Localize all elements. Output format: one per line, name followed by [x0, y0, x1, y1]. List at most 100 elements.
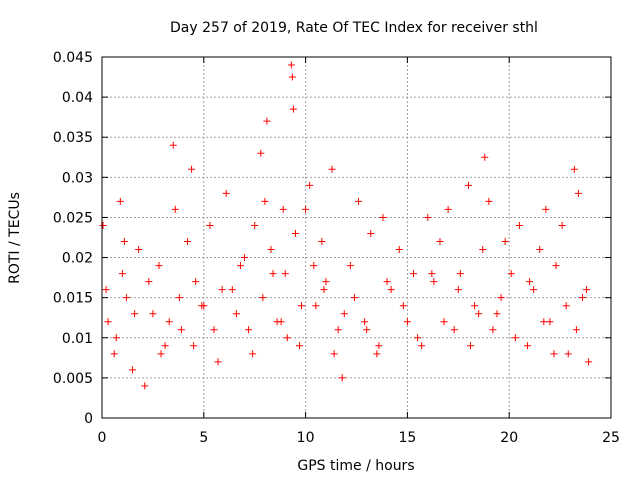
data-point [184, 238, 192, 246]
x-tick-labels: 0 5 10 15 20 25 [98, 430, 620, 446]
data-point [515, 221, 523, 229]
data-point [283, 334, 291, 342]
data-point [169, 141, 177, 149]
data-point [361, 318, 369, 326]
y-axis-label: ROTI / TECUs [7, 192, 23, 284]
data-point [131, 310, 139, 318]
data-point [467, 342, 475, 350]
x-tick-label: 0 [98, 430, 107, 446]
data-point [583, 286, 591, 294]
data-point [288, 73, 296, 81]
data-point [330, 350, 338, 358]
data-point [552, 262, 560, 270]
data-point [363, 326, 371, 334]
data-point [346, 262, 354, 270]
data-point [295, 342, 303, 350]
y-tick-label: 0.01 [62, 331, 93, 347]
y-tick-label: 0 [84, 411, 93, 427]
y-tick-labels: 0 0.005 0.01 0.015 0.02 0.025 0.03 0.035 0.04 0.0… [53, 50, 93, 427]
data-point [175, 294, 183, 302]
y-tick-label: 0.04 [62, 90, 93, 106]
data-point [572, 326, 580, 334]
data-point [161, 342, 169, 350]
data-point [322, 278, 330, 286]
data-point [249, 350, 257, 358]
data-point [155, 262, 163, 270]
data-point [475, 310, 483, 318]
data-points [99, 61, 593, 390]
data-point [228, 286, 236, 294]
data-point [279, 205, 287, 213]
plot-frame [101, 56, 612, 419]
data-point [497, 294, 505, 302]
data-point [530, 286, 538, 294]
data-point [511, 334, 519, 342]
data-point [116, 197, 124, 205]
data-point [245, 326, 253, 334]
data-point [367, 229, 375, 237]
data-point [104, 318, 112, 326]
y-tick-label: 0.015 [53, 291, 93, 307]
data-point [122, 294, 130, 302]
data-point [269, 270, 277, 278]
data-point [454, 286, 462, 294]
data-point [298, 302, 306, 310]
data-point [558, 221, 566, 229]
y-tick-label: 0.005 [53, 371, 93, 387]
y-tick-label: 0.02 [62, 251, 93, 267]
data-point [267, 246, 275, 254]
data-point [145, 278, 153, 286]
data-point [334, 326, 342, 334]
data-point [291, 229, 299, 237]
data-point [302, 205, 310, 213]
data-point [277, 318, 285, 326]
grid-lines [102, 57, 611, 418]
data-point [440, 318, 448, 326]
data-point [373, 350, 381, 358]
data-point [281, 270, 289, 278]
data-point [232, 310, 240, 318]
data-point [507, 270, 515, 278]
data-point [129, 366, 137, 374]
y-tick-label: 0.035 [53, 130, 93, 146]
data-point [479, 246, 487, 254]
data-point [489, 326, 497, 334]
data-point [110, 350, 118, 358]
data-point [306, 181, 314, 189]
x-tick-label: 15 [398, 430, 416, 446]
data-point [198, 302, 206, 310]
data-point [375, 342, 383, 350]
data-point [485, 197, 493, 205]
data-point [414, 334, 422, 342]
data-point [403, 318, 411, 326]
data-point [383, 278, 391, 286]
data-point [524, 342, 532, 350]
data-point [387, 286, 395, 294]
data-point [536, 246, 544, 254]
data-point [418, 342, 426, 350]
data-point [501, 238, 509, 246]
data-point [177, 326, 185, 334]
data-point [355, 197, 363, 205]
data-point [188, 165, 196, 173]
y-tick-label: 0.03 [62, 170, 93, 186]
data-point [251, 221, 259, 229]
data-point [214, 358, 222, 366]
data-point [570, 165, 578, 173]
data-point [379, 213, 387, 221]
x-tick-label: 5 [199, 430, 208, 446]
data-point [192, 278, 200, 286]
data-point [481, 153, 489, 161]
x-tick-label: 20 [500, 430, 518, 446]
data-point [120, 238, 128, 246]
data-point [564, 350, 572, 358]
data-point [410, 270, 418, 278]
data-point [157, 350, 165, 358]
data-point [395, 246, 403, 254]
data-point [450, 326, 458, 334]
data-point [210, 326, 218, 334]
data-point [135, 246, 143, 254]
data-point [171, 205, 179, 213]
data-point [444, 205, 452, 213]
